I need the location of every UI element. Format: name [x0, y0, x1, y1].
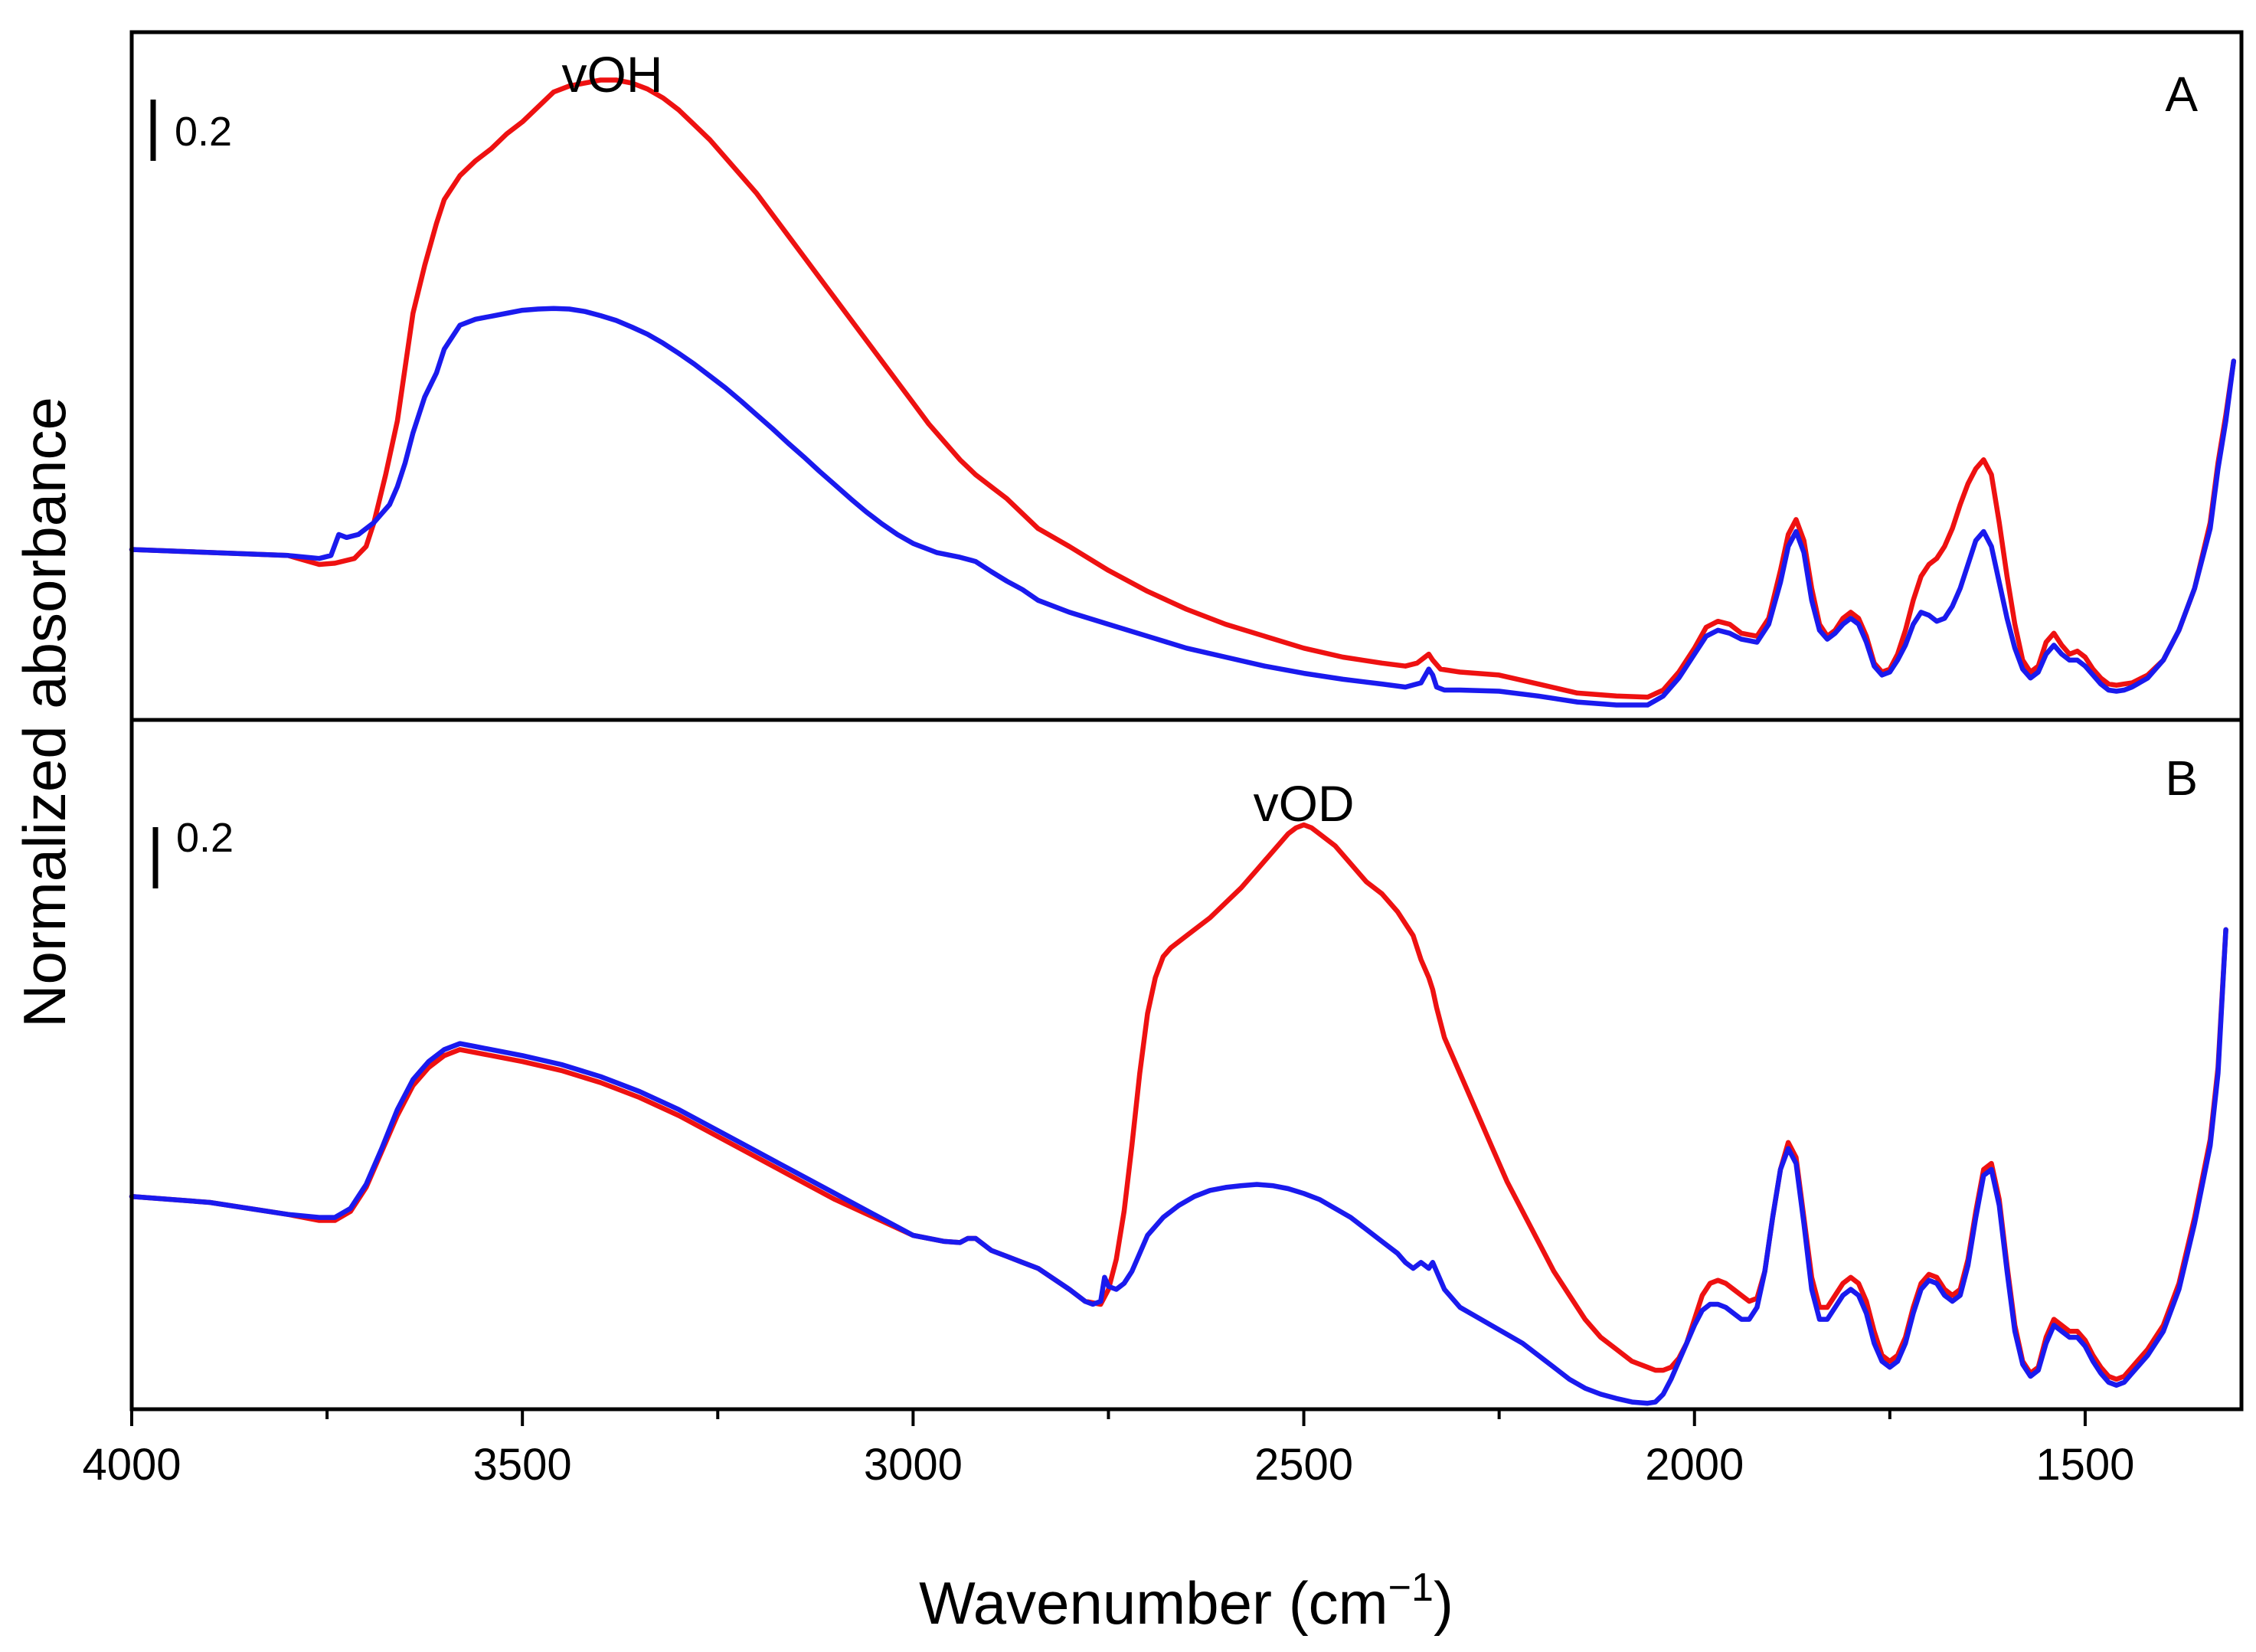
x-tick-label: 4000 [82, 1440, 181, 1490]
panel-a-letter: A [2165, 67, 2198, 122]
panel-b-blue-series-line [129, 927, 2228, 1406]
x-tick-label: 1500 [2035, 1440, 2134, 1490]
panel-b-scale-label: 0.2 [176, 815, 234, 861]
x-axis-title-superscript: −1 [1388, 1565, 1434, 1610]
panel-a-scale-label: 0.2 [175, 109, 232, 155]
panel-b-series [129, 822, 2228, 1406]
panel-a-blue-series-line [129, 306, 2237, 708]
x-tick-label: 3000 [864, 1440, 963, 1490]
x-axis-title-close: ) [1434, 1569, 1453, 1637]
y-axis-title: Normalized absorbance [11, 397, 78, 1028]
x-axis-title: Wavenumber (cm−1) [919, 1565, 1453, 1637]
panel-a: 0.2 vOH A [129, 30, 2244, 722]
panel-b-frame [129, 718, 2244, 1412]
x-tick-label: 2500 [1254, 1440, 1353, 1490]
panel-a-peak-label: vOH [562, 46, 663, 103]
panel-a-frame [129, 30, 2244, 722]
panel-b-red-series-line [129, 822, 2228, 1382]
panel-b-letter: B [2165, 751, 2198, 806]
panel-b-peak-label: vOD [1254, 775, 1355, 832]
x-tick-label: 2000 [1645, 1440, 1744, 1490]
panel-b: 0.2 vOD B [129, 718, 2244, 1412]
panel-a-red-series-line [129, 77, 2237, 700]
x-axis: 4000 3500 3000 2500 2000 1500 [82, 1409, 2134, 1490]
panel-a-series [129, 77, 2237, 708]
x-axis-title-main: Wavenumber (cm [919, 1569, 1388, 1637]
x-tick-label: 3500 [473, 1440, 572, 1490]
